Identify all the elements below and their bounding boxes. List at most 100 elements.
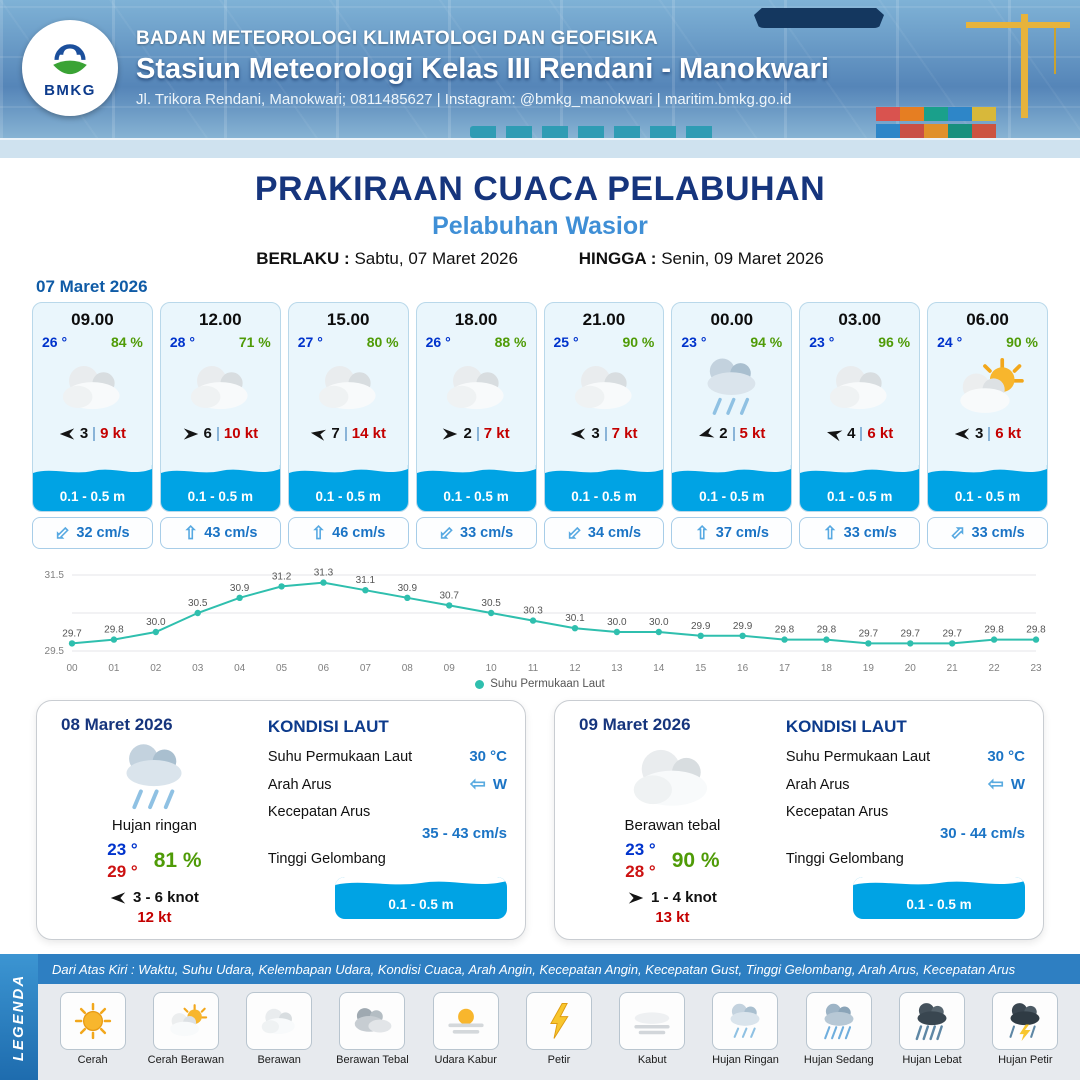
validity-line: BERLAKU : Sabtu, 07 Maret 2026 HINGGA : … — [0, 249, 1080, 269]
legend-item: Berawan Tebal — [328, 992, 417, 1066]
legend-item: Petir — [514, 992, 603, 1066]
current-speed: 34 cm/s — [587, 525, 642, 541]
svg-text:14: 14 — [653, 663, 665, 674]
current-direction-icon: ⇧ — [183, 523, 199, 543]
legend-title: LEGENDA — [10, 973, 28, 1061]
wind-value: 2 — [719, 425, 728, 442]
legend-item: Udara Kabur — [421, 992, 510, 1066]
wind-value: 2 — [463, 425, 472, 442]
svg-text:30.3: 30.3 — [523, 606, 543, 617]
page-title: PRAKIRAAN CUACA PELABUHAN — [254, 170, 826, 208]
legend-item: Hujan Sedang — [794, 992, 883, 1066]
forecast-time: 03.00 — [838, 310, 881, 329]
svg-text:02: 02 — [150, 663, 162, 674]
current-speed-label: Kecepatan Arus — [267, 804, 371, 820]
forecast-card: 21.00 25 ° 90 % 3 7 kt 0.1 - 0.5 m — [543, 302, 665, 549]
sst-line-chart: 31.5 29.5 29.7 00 29.8 01 30.0 02 30.5 03 30.9 04 31… — [45, 568, 1047, 674]
wind-row: 4 6 kt — [800, 425, 919, 442]
temp-min: 23 ° — [625, 840, 656, 859]
svg-text:04: 04 — [234, 663, 246, 674]
forecast-card: 06.00 24 ° 90 % 3 6 kt 0.1 - 0.5 m — [927, 302, 1048, 549]
wave-height: 0.1 - 0.5 m — [59, 489, 126, 504]
wind-value: 6 — [203, 425, 212, 442]
wave-curve — [544, 464, 664, 473]
berawan-icon — [613, 735, 731, 815]
svg-text:23: 23 — [1030, 663, 1042, 674]
current-speed: 46 cm/s — [332, 525, 386, 541]
current-direction-icon: ⇦ — [469, 774, 486, 795]
temp-max: 28 ° — [625, 862, 656, 882]
forecast-card-top: 12.00 28 ° 71 % 6 10 kt 0.1 - 0.5 m — [159, 302, 281, 512]
current-speed: 33 cm/s — [971, 525, 1025, 541]
legend-item: Hujan Petir — [981, 992, 1070, 1066]
crane-jib-illustration — [966, 22, 1070, 28]
svg-text:29.5: 29.5 — [45, 646, 65, 657]
svg-text:29.7: 29.7 — [901, 628, 921, 639]
svg-text:29.7: 29.7 — [62, 628, 82, 639]
current-direction-label: Arah Arus — [267, 776, 332, 793]
temp-humidity-row: 23 ° 94 % — [672, 330, 791, 350]
current-direction-icon: ⇧ — [561, 520, 587, 546]
wave-row: Tinggi Gelombang — [268, 851, 507, 867]
current-box: ⇧ 46 cm/s — [287, 517, 409, 549]
current-speed-row: Kecepatan Arus — [268, 804, 507, 820]
legend-label: Hujan Sedang — [803, 1054, 874, 1066]
wind-value: 3 — [79, 425, 89, 442]
hourly-forecast-row: 09.00 26 ° 84 % 3 9 kt 0.1 - 0.5 m — [0, 302, 1080, 549]
hujan-sedang-icon — [805, 992, 872, 1050]
current-speed: 43 cm/s — [204, 525, 258, 541]
berawan-icon — [33, 350, 152, 420]
wave-height: 0.1 - 0.5 m — [571, 489, 637, 504]
berawan-icon — [417, 350, 536, 420]
humidity: 90 % — [1006, 334, 1038, 350]
seats-illustration — [470, 126, 720, 138]
wave-height: 0.1 - 0.5 m — [443, 489, 509, 504]
forecast-time: 12.00 — [199, 310, 242, 329]
berawan-icon — [161, 350, 280, 420]
daily-weather: 09 Maret 2026 Berawan tebal 23 ° 28 ° 90… — [573, 715, 772, 927]
legend-label: Hujan Petir — [998, 1054, 1053, 1066]
wind-row: 2 7 kt — [417, 425, 536, 442]
divider — [93, 426, 96, 441]
berawan-icon — [545, 350, 664, 420]
legend-label: Hujan Lebat — [902, 1054, 962, 1066]
wave-row: Tinggi Gelombang — [786, 851, 1025, 867]
svg-text:09: 09 — [444, 663, 456, 674]
wave-height: 0.1 - 0.5 m — [906, 897, 972, 912]
svg-text:16: 16 — [737, 663, 749, 674]
air-temperature: 24 ° — [937, 334, 963, 350]
svg-text:30.7: 30.7 — [439, 590, 459, 601]
svg-text:18: 18 — [821, 663, 833, 674]
svg-text:29.9: 29.9 — [733, 621, 753, 632]
wave-label: Tinggi Gelombang — [267, 851, 386, 867]
wave-height-band: 0.1 - 0.5 m — [33, 464, 152, 511]
svg-text:30.5: 30.5 — [481, 598, 501, 609]
temp-max: 29 ° — [107, 862, 138, 882]
hujan-lebat-icon — [899, 992, 966, 1050]
berawan-icon — [800, 350, 919, 420]
svg-text:30.0: 30.0 — [146, 617, 166, 628]
legend-footer: LEGENDA Dari Atas Kiri : Waktu, Suhu Uda… — [0, 954, 1080, 1080]
air-temperature: 23 ° — [809, 334, 835, 350]
divider — [732, 426, 735, 441]
humidity: 84 % — [110, 334, 143, 350]
chart-legend-label: Suhu Permukaan Laut — [490, 678, 605, 690]
sst-chart-section: 31.5 29.5 29.7 00 29.8 01 30.0 02 30.5 03 30.9 04 31… — [0, 549, 1080, 690]
forecast-time: 06.00 — [966, 310, 1009, 329]
temp-humidity-row: 27 ° 80 % — [289, 330, 408, 350]
wave-curve — [928, 464, 1047, 473]
sea-conditions: KONDISI LAUT Suhu Permukaan Laut 30 °C A… — [268, 715, 507, 927]
wind-value: 7 — [331, 425, 340, 442]
temperature-block: 23 ° 28 ° 90 % — [625, 839, 719, 883]
current-direction-icon: ⇧ — [311, 523, 327, 543]
svg-text:30.1: 30.1 — [565, 613, 585, 624]
sst-value: 30 °C — [987, 748, 1025, 765]
temp-humidity-row: 24 ° 90 % — [928, 330, 1047, 350]
svg-text:29.8: 29.8 — [984, 625, 1004, 636]
svg-text:30.9: 30.9 — [230, 583, 250, 594]
svg-text:31.1: 31.1 — [356, 575, 376, 586]
svg-text:12: 12 — [569, 663, 581, 674]
current-box: ⇧ 37 cm/s — [671, 517, 793, 549]
forecast-card: 03.00 23 ° 96 % 4 6 kt 0.1 - 0.5 m — [799, 302, 921, 549]
forecast-card-top: 18.00 26 ° 88 % 2 7 kt 0.1 - 0.5 m — [415, 302, 537, 512]
